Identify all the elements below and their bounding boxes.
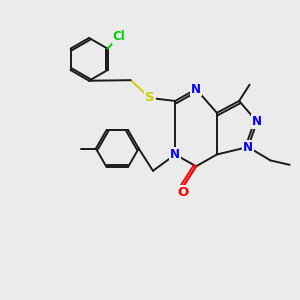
Text: N: N [243, 140, 253, 154]
Text: N: N [170, 148, 180, 161]
Text: Cl: Cl [112, 30, 125, 43]
Text: N: N [191, 82, 201, 96]
Text: N: N [252, 115, 262, 128]
Text: S: S [145, 92, 155, 104]
Text: O: O [177, 186, 188, 199]
